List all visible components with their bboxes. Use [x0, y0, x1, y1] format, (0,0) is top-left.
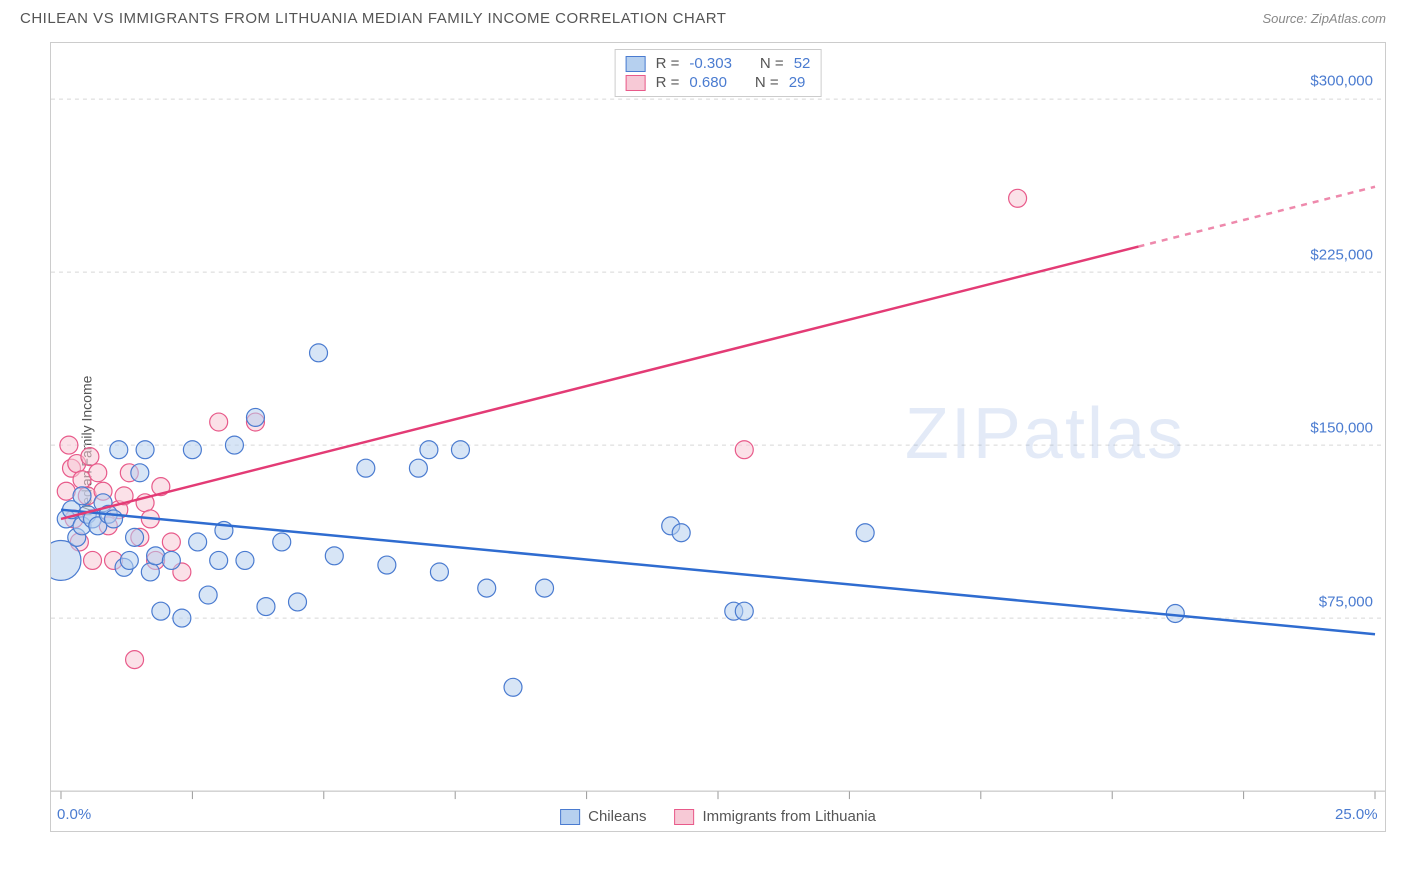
swatch-chileans [626, 56, 646, 72]
legend-item-chileans: Chileans [560, 808, 646, 825]
n-value-lithuania: 29 [789, 74, 806, 91]
y-tick-label: $75,000 [1319, 593, 1373, 610]
y-tick-label: $150,000 [1310, 420, 1373, 437]
chart-title: CHILEAN VS IMMIGRANTS FROM LITHUANIA MED… [20, 10, 726, 27]
n-value-chileans: 52 [794, 55, 811, 72]
source-label: Source: ZipAtlas.com [1262, 11, 1386, 26]
swatch-chileans [560, 809, 580, 825]
x-tick-label: 0.0% [57, 806, 91, 823]
x-tick-label: 25.0% [1335, 806, 1378, 823]
legend-label-chileans: Chileans [588, 808, 646, 825]
header: CHILEAN VS IMMIGRANTS FROM LITHUANIA MED… [0, 0, 1406, 35]
n-label: N = [755, 74, 779, 91]
stats-row-lithuania: R = 0.680 N = 29 [626, 73, 811, 92]
swatch-lithuania [674, 809, 694, 825]
stats-row-chileans: R = -0.303 N = 52 [626, 54, 811, 73]
r-value-chileans: -0.303 [689, 55, 732, 72]
legend-label-lithuania: Immigrants from Lithuania [702, 808, 875, 825]
scatter-plot-svg [51, 43, 1385, 831]
n-label: N = [760, 55, 784, 72]
swatch-lithuania [626, 75, 646, 91]
y-tick-label: $225,000 [1310, 246, 1373, 263]
r-label: R = [656, 55, 680, 72]
legend-item-lithuania: Immigrants from Lithuania [674, 808, 875, 825]
series-legend: Chileans Immigrants from Lithuania [560, 808, 876, 825]
y-tick-label: $300,000 [1310, 73, 1373, 90]
r-label: R = [656, 74, 680, 91]
chart-area: ZIPatlas R = -0.303 N = 52 R = 0.680 N =… [50, 42, 1386, 832]
r-value-lithuania: 0.680 [689, 74, 727, 91]
stats-legend: R = -0.303 N = 52 R = 0.680 N = 29 [615, 49, 822, 97]
